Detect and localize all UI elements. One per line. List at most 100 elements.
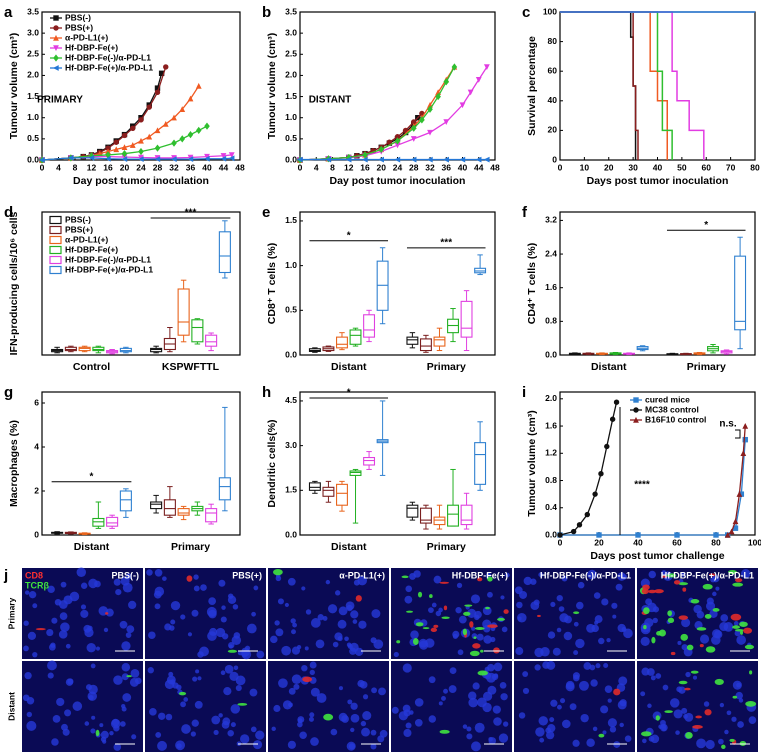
- stain: [477, 577, 483, 582]
- data-point: [53, 25, 59, 31]
- legend-label: Hf-DBP-Fe(+): [65, 244, 118, 254]
- y-tick-label: 60: [548, 65, 558, 75]
- nucleus: [493, 717, 502, 726]
- x-tick-label: 20: [120, 162, 130, 172]
- nucleus: [565, 682, 575, 692]
- x-tick-label: 20: [604, 162, 614, 172]
- nucleus: [131, 734, 137, 740]
- nucleus: [113, 675, 123, 685]
- nucleus: [58, 600, 68, 609]
- x-category-label: Control: [73, 361, 110, 373]
- nucleus: [602, 730, 607, 735]
- nucleus: [60, 622, 70, 632]
- data-point: [451, 63, 458, 71]
- nucleus: [715, 586, 720, 591]
- nucleus: [703, 701, 710, 707]
- stain: [666, 573, 677, 578]
- stain: [443, 605, 448, 611]
- nucleus: [200, 584, 207, 591]
- nucleus: [23, 645, 29, 652]
- nucleus: [693, 604, 702, 614]
- stain: [712, 608, 720, 612]
- panel-letter: a: [4, 4, 13, 21]
- x-category-label: Distant: [331, 541, 367, 553]
- x-tick-label: 10: [580, 162, 590, 172]
- nucleus: [615, 583, 623, 591]
- y-tick-label: 1.2: [545, 448, 557, 458]
- nucleus: [61, 723, 68, 731]
- data-point: [410, 136, 417, 142]
- y-tick-label: 0.0: [285, 529, 297, 539]
- nucleus: [393, 651, 399, 658]
- data-point: [67, 155, 74, 161]
- data-point: [443, 156, 449, 163]
- data-point: [146, 104, 152, 110]
- stain: [422, 627, 430, 630]
- x-tick-label: 60: [672, 537, 682, 547]
- data-point: [570, 528, 577, 535]
- data-point: [154, 144, 161, 152]
- nucleus: [221, 605, 226, 610]
- nucleus: [595, 663, 601, 669]
- nucleus: [72, 701, 83, 711]
- stain: [537, 614, 541, 618]
- y-tick-label: 2: [34, 485, 39, 495]
- nucleus: [714, 630, 723, 639]
- nucleus: [718, 738, 724, 745]
- plot-frame: [559, 211, 756, 356]
- nucleus: [712, 591, 717, 597]
- nucleus: [449, 667, 457, 675]
- y-tick-label: 4.5: [285, 395, 297, 405]
- data-point: [410, 124, 417, 132]
- nucleus: [297, 721, 303, 728]
- x-axis-label: Days post tumor challenge: [590, 550, 724, 562]
- nucleus: [558, 606, 565, 612]
- data-point: [742, 422, 749, 429]
- y-tick-label: 80: [548, 36, 558, 46]
- stain: [477, 670, 489, 676]
- data-point: [633, 407, 639, 413]
- nucleus: [474, 722, 485, 733]
- nucleus: [414, 718, 423, 727]
- nucleus: [59, 612, 68, 620]
- x-tick-label: 44: [219, 162, 229, 172]
- nucleus: [327, 604, 338, 614]
- box: [177, 288, 190, 336]
- nucleus: [675, 730, 680, 735]
- nucleus: [80, 582, 88, 589]
- data-point: [584, 511, 590, 518]
- x-tick-label: 0: [558, 537, 563, 547]
- nucleus: [235, 685, 242, 692]
- nucleus: [23, 620, 29, 626]
- data-point: [53, 15, 59, 21]
- row-label: Distant: [6, 692, 16, 721]
- box: [433, 336, 446, 347]
- nucleus: [371, 687, 378, 694]
- nucleus: [361, 727, 370, 737]
- x-tick-label: 24: [136, 162, 146, 172]
- x-tick-label: 70: [726, 162, 736, 172]
- nucleus: [441, 695, 446, 701]
- nucleus: [378, 687, 386, 696]
- nucleus: [308, 716, 314, 722]
- stain: [126, 675, 132, 678]
- x-category-label: Distant: [591, 361, 627, 373]
- nucleus: [154, 568, 163, 577]
- data-point: [426, 156, 433, 163]
- stain: [702, 583, 713, 590]
- nucleus: [67, 678, 74, 685]
- data-point: [228, 155, 235, 162]
- nucleus: [187, 632, 193, 637]
- nucleus: [705, 739, 715, 750]
- nucleus: [556, 627, 562, 633]
- nucleus: [170, 600, 181, 611]
- nucleus: [239, 734, 250, 744]
- significance-bracket: [735, 429, 741, 439]
- nucleus: [299, 731, 307, 740]
- nucleus: [56, 697, 65, 707]
- significance-label: ***: [440, 238, 452, 249]
- nucleus: [90, 663, 96, 669]
- nucleus: [87, 625, 93, 632]
- nucleus: [740, 568, 751, 579]
- series-line: [41, 157, 232, 161]
